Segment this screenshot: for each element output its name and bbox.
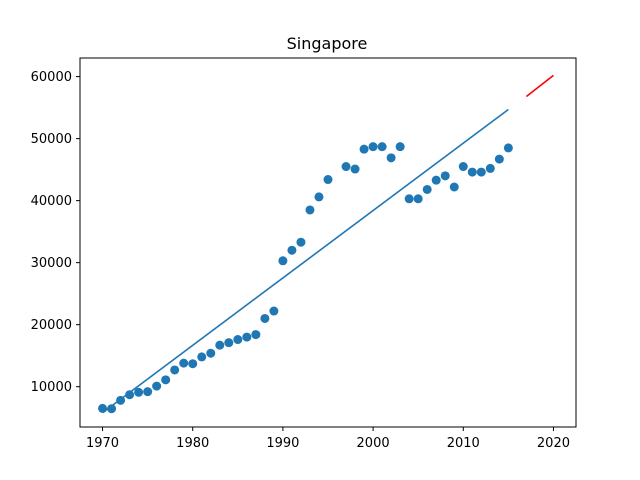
data-point — [206, 348, 216, 358]
data-point — [449, 182, 459, 192]
data-point — [458, 162, 468, 172]
forecast-line — [525, 74, 554, 98]
data-point — [152, 381, 162, 391]
data-point — [116, 395, 126, 405]
x-tick-label: 1980 — [176, 436, 209, 451]
x-tick-label: 2020 — [537, 436, 570, 451]
data-point — [494, 154, 504, 164]
x-tick-label: 1990 — [266, 436, 299, 451]
data-point — [296, 237, 306, 247]
data-point — [404, 194, 414, 204]
data-point — [305, 205, 315, 215]
data-point — [431, 175, 441, 185]
data-point — [503, 143, 513, 153]
fit-line-layer — [102, 74, 554, 414]
data-point — [242, 332, 252, 342]
data-point — [323, 175, 333, 185]
data-point — [395, 142, 405, 152]
data-point — [413, 194, 423, 204]
data-point — [422, 184, 432, 194]
data-point — [485, 163, 495, 173]
data-point — [161, 375, 171, 385]
y-tick-label: 20000 — [31, 318, 72, 333]
x-tick-label: 1970 — [86, 436, 119, 451]
y-tick-label: 30000 — [31, 256, 72, 271]
data-point — [188, 359, 198, 369]
data-point — [125, 390, 135, 400]
data-point — [215, 340, 225, 350]
x-tick-label: 2010 — [447, 436, 480, 451]
data-point — [314, 192, 324, 202]
data-point — [440, 171, 450, 181]
data-point — [476, 167, 486, 177]
data-point — [341, 162, 351, 172]
x-axis: 1970 1980 1990 2000 2010 2020 — [86, 427, 570, 451]
data-point — [224, 338, 234, 348]
data-point — [359, 144, 369, 154]
y-tick-label: 50000 — [31, 132, 72, 147]
y-tick-label: 60000 — [31, 70, 72, 85]
data-point — [368, 142, 378, 152]
data-point — [179, 358, 189, 368]
data-point — [278, 256, 288, 266]
x-tick-label: 2000 — [357, 436, 390, 451]
data-point — [170, 365, 180, 375]
data-point — [233, 335, 243, 345]
data-point — [143, 387, 153, 397]
trend-line — [102, 108, 509, 414]
data-point — [386, 153, 396, 163]
data-point — [377, 142, 387, 152]
data-point — [98, 403, 108, 413]
plot-frame — [79, 57, 577, 428]
chart-title: Singapore — [287, 34, 368, 53]
data-point — [134, 387, 144, 397]
data-point — [107, 404, 117, 414]
data-point — [350, 164, 360, 174]
data-point — [260, 313, 270, 323]
y-axis: 10000 20000 30000 40000 50000 60000 — [31, 70, 80, 395]
data-point — [197, 352, 207, 362]
data-point — [467, 167, 477, 177]
scatter-points — [98, 142, 513, 414]
data-point — [251, 330, 261, 340]
data-point — [269, 306, 279, 316]
y-tick-label: 40000 — [31, 194, 72, 209]
data-point — [287, 245, 297, 255]
y-tick-label: 10000 — [31, 380, 72, 395]
